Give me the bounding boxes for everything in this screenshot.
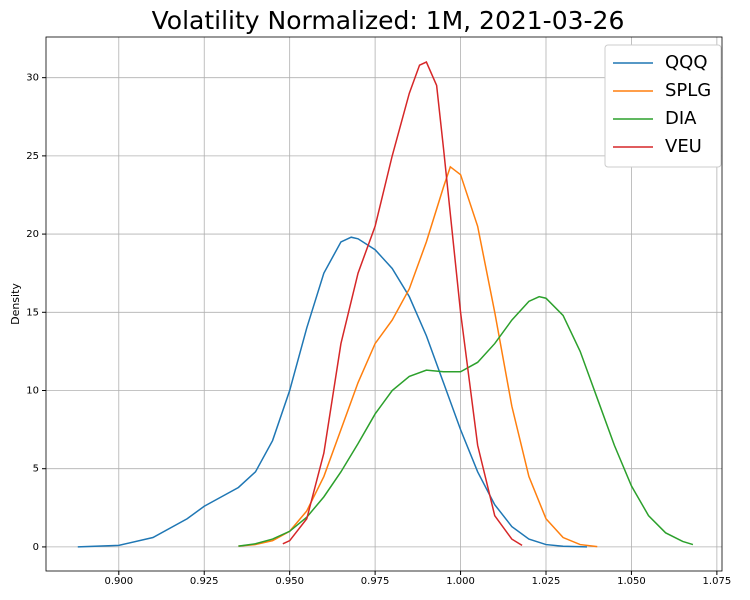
legend-box [604,44,722,168]
x-tick-label: 0.975 [361,576,390,587]
x-tick-label: 1.050 [617,576,646,587]
x-tick-label: 0.900 [104,576,133,587]
chart-title: Volatility Normalized: 1M, 2021-03-26 [152,6,625,35]
x-tick-label: 1.025 [532,576,561,587]
y-tick-label: 5 [33,464,39,475]
legend-label: VEU [665,136,702,157]
y-tick-label: 15 [26,307,39,318]
x-tick-label: 0.950 [275,576,304,587]
y-axis-label: Density [9,283,22,325]
x-tick-label: 1.075 [703,576,732,587]
density-line [282,61,523,546]
density-line [77,236,588,548]
legend-label: SPLG [665,80,711,101]
x-tick-label: 0.925 [190,576,219,587]
y-tick-label: 30 [26,73,39,84]
y-tick-label: 0 [33,542,39,553]
y-tick-label: 10 [26,385,39,396]
legend-label: QQQ [665,52,708,73]
y-tick-label: 20 [26,229,39,240]
legend-label: DIA [665,108,697,129]
density-line [238,165,598,548]
plot-frame [45,36,723,572]
x-tick-label: 1.000 [446,576,475,587]
density-line [238,295,694,547]
y-tick-label: 25 [26,151,39,162]
